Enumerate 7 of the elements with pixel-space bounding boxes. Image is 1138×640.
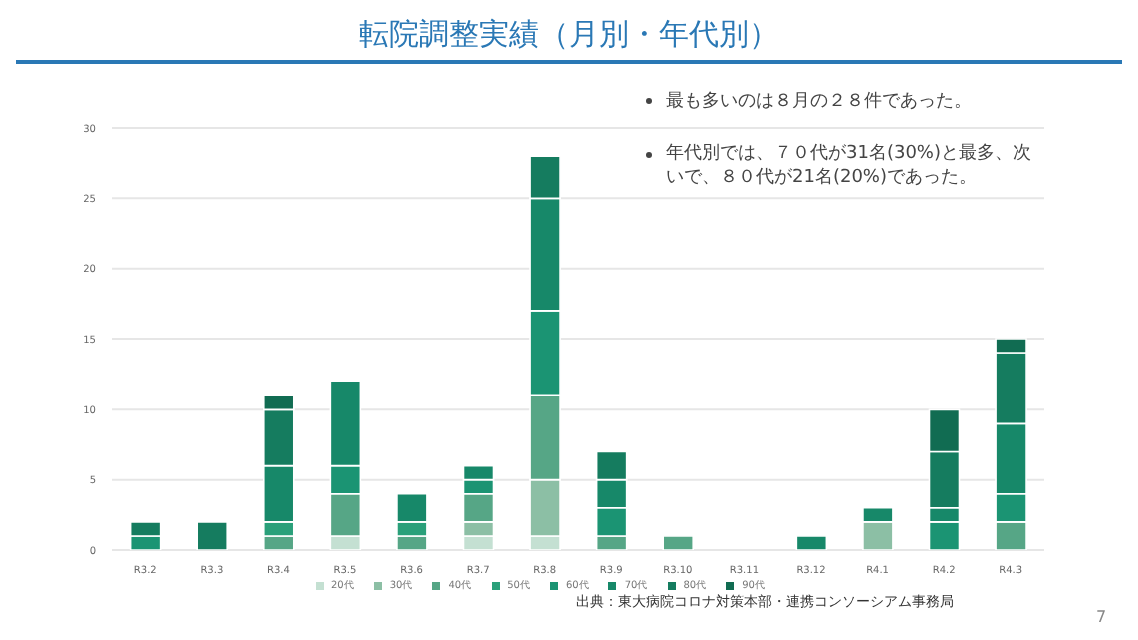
bar: [662, 535, 695, 550]
bar: [196, 521, 229, 550]
text: 7: [1096, 608, 1107, 626]
chart-title: 転院調整実績（月別・年代別）: [357, 16, 781, 54]
bar: [795, 535, 828, 550]
text: 最も多いのは８月の２８件であった。: [666, 89, 972, 114]
annotation: 年代別では、７０代が31名(30%)と最多、次いで、８０代が21名(20%)であった。: [666, 142, 1033, 190]
